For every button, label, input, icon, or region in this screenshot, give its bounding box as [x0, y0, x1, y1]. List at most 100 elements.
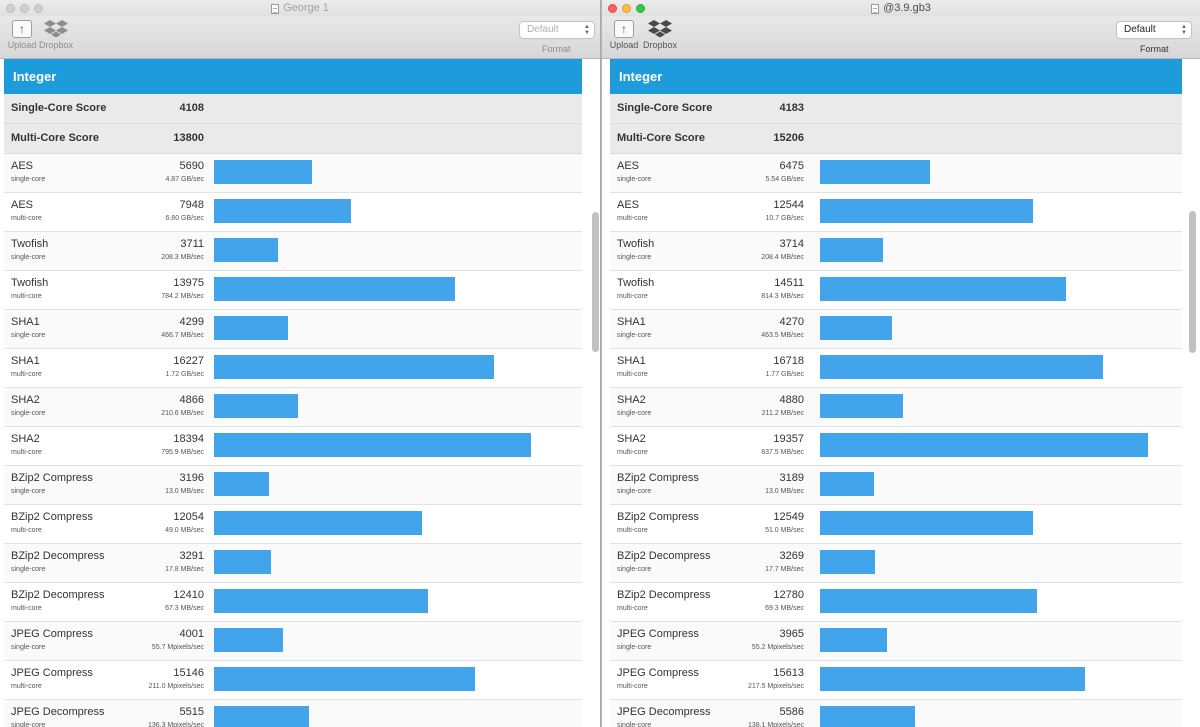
benchmark-row: JPEG Compress multi-core 15613 217.5 Mpixel…	[610, 661, 1182, 700]
benchmark-mode: single-core	[11, 410, 46, 417]
benchmark-rate: 55.7 Mpixels/sec	[151, 644, 204, 651]
close-button[interactable]	[6, 4, 15, 13]
benchmark-mode: single-core	[11, 176, 46, 183]
benchmark-mode: multi-core	[11, 215, 42, 222]
benchmark-score: 15613	[773, 667, 804, 679]
benchmark-row: AES single-core 5690 4.87 GB/sec	[4, 154, 582, 193]
benchmark-row: SHA1 multi-core 16227 1.72 GB/sec	[4, 349, 582, 388]
section-header: Integer	[610, 59, 1182, 94]
benchmark-rate: 814.3 MB/sec	[761, 293, 804, 300]
benchmark-score: 12054	[173, 511, 204, 523]
score-bar	[214, 199, 352, 223]
benchmark-name: JPEG Decompress	[617, 706, 711, 718]
benchmark-mode: single-core	[11, 488, 46, 495]
zoom-button[interactable]	[636, 4, 645, 13]
single-core-score-label: Single-Core Score	[617, 102, 713, 114]
benchmark-rate: 13.0 MB/sec	[165, 488, 204, 495]
benchmark-score: 3269	[779, 550, 804, 562]
benchmark-mode: multi-core	[11, 683, 42, 690]
window-title: George 1	[283, 2, 329, 14]
dropbox-label: Dropbox	[642, 40, 678, 50]
score-bar	[820, 316, 893, 340]
integer-panel: Integer Single-Core Score 4183 Multi-Cor…	[610, 59, 1182, 727]
benchmark-name: JPEG Decompress	[11, 706, 105, 718]
benchmark-score: 14511	[774, 277, 804, 289]
benchmark-score: 4299	[179, 316, 204, 328]
minimize-button[interactable]	[622, 4, 631, 13]
benchmark-score: 5586	[779, 706, 804, 718]
integer-panel: Integer Single-Core Score 4108 Multi-Cor…	[4, 59, 582, 727]
score-bar-track	[820, 355, 1176, 379]
benchmark-row: JPEG Compress single-core 3965 55.2 Mpixels…	[610, 622, 1182, 661]
benchmark-row: BZip2 Decompress single-core 3269 17.7 MB/s…	[610, 544, 1182, 583]
title-bar[interactable]: George 1	[0, 0, 600, 16]
benchmark-name: Twofish	[617, 277, 655, 289]
benchmark-mode: single-core	[617, 176, 652, 183]
window-3-9-gb3: @3.9.gb3 ↑ Upload Dropbox	[602, 0, 1200, 727]
benchmark-rate: 210.6 MB/sec	[161, 410, 204, 417]
benchmark-rate: 837.5 MB/sec	[761, 449, 804, 456]
benchmark-row: Twofish single-core 3711 208.3 MB/sec	[4, 232, 582, 271]
scrollbar-thumb[interactable]	[592, 212, 599, 352]
benchmark-mode: multi-core	[617, 371, 648, 378]
multi-core-score-value: 15206	[773, 132, 804, 144]
benchmark-rate: 217.5 Mpixels/sec	[747, 683, 804, 690]
benchmark-rate: 211.2 MB/sec	[761, 410, 804, 417]
multi-core-score-label: Multi-Core Score	[617, 132, 706, 144]
benchmark-name: SHA2	[11, 394, 40, 406]
score-bar	[214, 238, 278, 262]
score-bar-track	[214, 316, 576, 340]
dropbox-button[interactable]: Dropbox	[34, 20, 78, 50]
benchmark-score: 3965	[779, 628, 804, 640]
benchmark-rate: 1.77 GB/sec	[765, 371, 804, 378]
benchmark-name: SHA1	[11, 355, 40, 367]
minimize-button[interactable]	[20, 4, 29, 13]
benchmark-score: 3711	[180, 238, 204, 250]
benchmark-name: BZip2 Compress	[11, 511, 93, 523]
scrollbar-thumb[interactable]	[1189, 211, 1196, 353]
upload-button[interactable]: ↑ Upload	[0, 20, 44, 50]
benchmark-mode: single-core	[11, 254, 46, 261]
score-bar	[820, 550, 876, 574]
single-core-score-label: Single-Core Score	[11, 102, 107, 114]
benchmark-list: AES single-core 5690 4.87 GB/sec AES multi-co…	[4, 154, 582, 727]
results-content[interactable]: Integer Single-Core Score 4108 Multi-Cor…	[0, 59, 600, 727]
benchmark-row: Twofish multi-core 14511 814.3 MB/sec	[610, 271, 1182, 310]
benchmark-name: BZip2 Decompress	[11, 550, 105, 562]
benchmark-mode: multi-core	[617, 449, 648, 456]
score-bar	[214, 160, 313, 184]
zoom-button[interactable]	[34, 4, 43, 13]
score-bar-track	[214, 706, 576, 727]
format-select[interactable]: Default ▲ ▼	[1116, 21, 1192, 39]
dropbox-button[interactable]: Dropbox	[638, 20, 682, 50]
score-bar	[820, 199, 1033, 223]
results-content[interactable]: Integer Single-Core Score 4183 Multi-Cor…	[602, 59, 1200, 727]
score-bar	[820, 511, 1033, 535]
benchmark-rate: 49.0 MB/sec	[165, 527, 204, 534]
close-button[interactable]	[608, 4, 617, 13]
benchmark-mode: single-core	[11, 722, 46, 727]
benchmark-name: SHA1	[11, 316, 40, 328]
score-bar-track	[820, 238, 1176, 262]
multi-core-score-value: 13800	[173, 132, 204, 144]
benchmark-row: SHA2 single-core 4880 211.2 MB/sec	[610, 388, 1182, 427]
benchmark-row: AES multi-core 7948 6.80 GB/sec	[4, 193, 582, 232]
benchmark-mode: single-core	[617, 488, 652, 495]
score-bar	[214, 433, 532, 457]
upload-arrow-icon: ↑	[12, 20, 32, 38]
score-bar	[214, 394, 298, 418]
benchmark-mode: multi-core	[11, 371, 42, 378]
benchmark-score: 16227	[173, 355, 204, 367]
single-core-score-value: 4183	[779, 102, 804, 114]
format-select[interactable]: Default ▲ ▼	[519, 21, 595, 39]
benchmark-rate: 5.54 GB/sec	[765, 176, 804, 183]
score-bar	[820, 433, 1149, 457]
title-bar[interactable]: @3.9.gb3	[602, 0, 1200, 16]
benchmark-score: 18394	[173, 433, 204, 445]
benchmark-score: 3291	[179, 550, 204, 562]
benchmark-name: AES	[11, 199, 34, 211]
score-bar-track	[214, 394, 576, 418]
benchmark-row: SHA1 single-core 4299 466.7 MB/sec	[4, 310, 582, 349]
upload-button[interactable]: ↑ Upload	[602, 20, 646, 50]
benchmark-row: SHA2 single-core 4866 210.6 MB/sec	[4, 388, 582, 427]
